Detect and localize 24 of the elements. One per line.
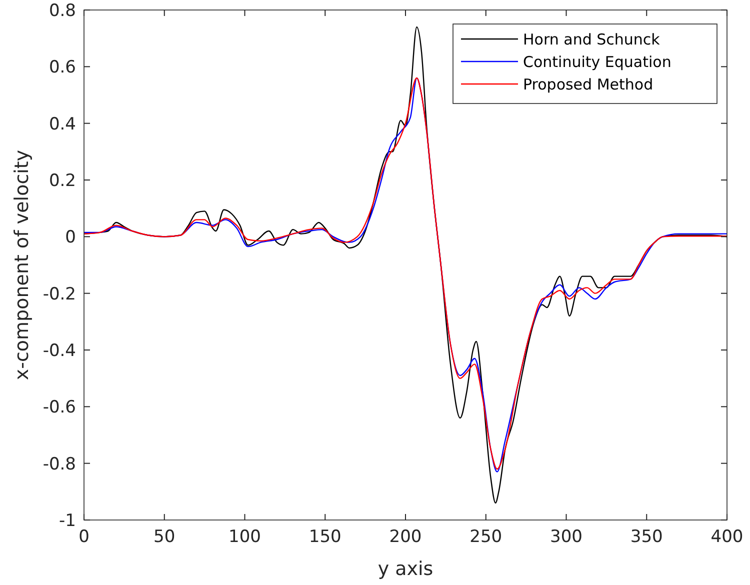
x-tick-label: 350 [630, 527, 663, 547]
x-tick-label: 400 [710, 527, 744, 547]
y-tick-label: 0.6 [48, 58, 76, 78]
legend-label: Horn and Schunck [523, 30, 660, 48]
y-tick-label: 0.8 [48, 0, 76, 21]
x-tick-label: 150 [308, 527, 342, 547]
y-tick-label: -0.6 [42, 398, 76, 418]
legend-label: Continuity Equation [523, 52, 672, 71]
y-tick-label: 0.2 [48, 170, 76, 191]
x-tick-label: 200 [389, 527, 422, 547]
x-axis-title: y axis [378, 558, 434, 580]
legend-label: Proposed Method [523, 75, 654, 94]
y-tick-label: 0.4 [48, 114, 76, 134]
y-tick-label: -0.2 [42, 284, 76, 304]
x-tick-label: 250 [470, 527, 502, 547]
x-tick-label: 0 [78, 527, 90, 547]
x-tick-label: 300 [550, 527, 582, 547]
y-tick-label: -1 [59, 510, 76, 531]
x-tick-label: 100 [228, 527, 261, 547]
y-axis-title: x-component of velocity [11, 150, 33, 380]
y-tick-label: -0.8 [42, 454, 76, 474]
y-tick-label: 0 [65, 228, 76, 248]
x-tick-label: 50 [154, 527, 176, 547]
y-tick-label: -0.4 [42, 340, 76, 361]
